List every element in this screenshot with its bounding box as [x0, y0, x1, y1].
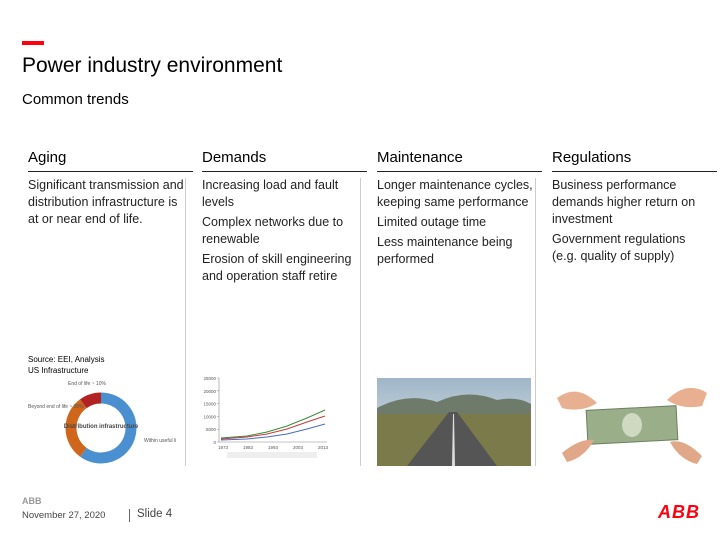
footer-separator	[129, 509, 130, 522]
column-body: Increasing load and fault levels Complex …	[202, 177, 362, 288]
column-heading: Aging	[28, 149, 193, 172]
y-tick-label: 20000	[203, 389, 216, 394]
road-photo	[377, 378, 531, 466]
column-heading: Maintenance	[377, 149, 542, 172]
column-heading: Regulations	[552, 149, 717, 172]
chart-title: US Infrastructure	[28, 366, 89, 375]
column-body: Business performance demands higher retu…	[552, 177, 712, 268]
trend-line	[220, 423, 326, 441]
y-tick-label: 0	[213, 440, 216, 445]
bullet-text: Less maintenance being performed	[377, 235, 513, 266]
donut-segment	[80, 392, 102, 409]
x-tick-label: 1993	[268, 445, 279, 450]
separator	[535, 178, 536, 466]
accent-bar	[22, 41, 44, 45]
y-tick-label: 10000	[203, 414, 216, 419]
donut-segment	[65, 399, 87, 457]
trend-line	[220, 409, 326, 439]
y-tick-label: 15000	[203, 402, 216, 407]
title: Power industry environment	[22, 54, 283, 77]
center-label: Distribution infrastructure	[64, 424, 139, 430]
date: November 27, 2020	[22, 510, 106, 521]
bullet-text: Significant transmission and distributio…	[28, 178, 184, 226]
chart-source: Source: EEI, Analysis	[28, 355, 104, 364]
bullet-text: Government regulations (e.g. quality of …	[552, 232, 686, 263]
legend	[227, 452, 317, 458]
x-tick-label: 2013	[318, 445, 329, 450]
y-tick-label: 5000	[206, 427, 217, 432]
column-body: Significant transmission and distributio…	[28, 177, 188, 231]
column-heading: Demands	[202, 149, 367, 172]
segment-label: Within useful life ~ 60%	[144, 438, 176, 444]
donut-segment	[80, 392, 137, 464]
bullet-text: Limited outage time	[377, 215, 487, 229]
separator	[360, 178, 361, 466]
slide-number: Slide 4	[137, 508, 173, 520]
donut-chart: Source: EEI, Analysis US Infrastructure …	[28, 355, 176, 464]
money-photo	[552, 378, 712, 466]
trend-line	[220, 415, 326, 440]
logo-small: ABB	[22, 496, 42, 506]
segment-label: Beyond end of life ~ 30%	[28, 404, 84, 410]
x-tick-label: 2003	[293, 445, 304, 450]
bullet-text: Longer maintenance cycles, keeping same …	[377, 178, 533, 209]
bullet-text: Business performance demands higher retu…	[552, 178, 696, 226]
line-chart-image: 0 5000 10000 15000 20000 25000 1973 1983 1993 200…	[203, 376, 329, 458]
y-tick-label: 25000	[203, 376, 216, 381]
logo: ABB	[658, 502, 700, 522]
separator	[185, 178, 186, 466]
x-tick-label: 1973	[218, 445, 229, 450]
x-tick-label: 1983	[243, 445, 254, 450]
bullet-text: Complex networks due to renewable	[202, 215, 344, 246]
segment-label: End of life ~ 10%	[68, 381, 106, 387]
bullet-text: Increasing load and fault levels	[202, 178, 339, 209]
subtitle: Common trends	[22, 91, 129, 108]
column-body: Longer maintenance cycles, keeping same …	[377, 177, 537, 271]
bullet-text: Erosion of skill engineering and operati…	[202, 252, 352, 283]
